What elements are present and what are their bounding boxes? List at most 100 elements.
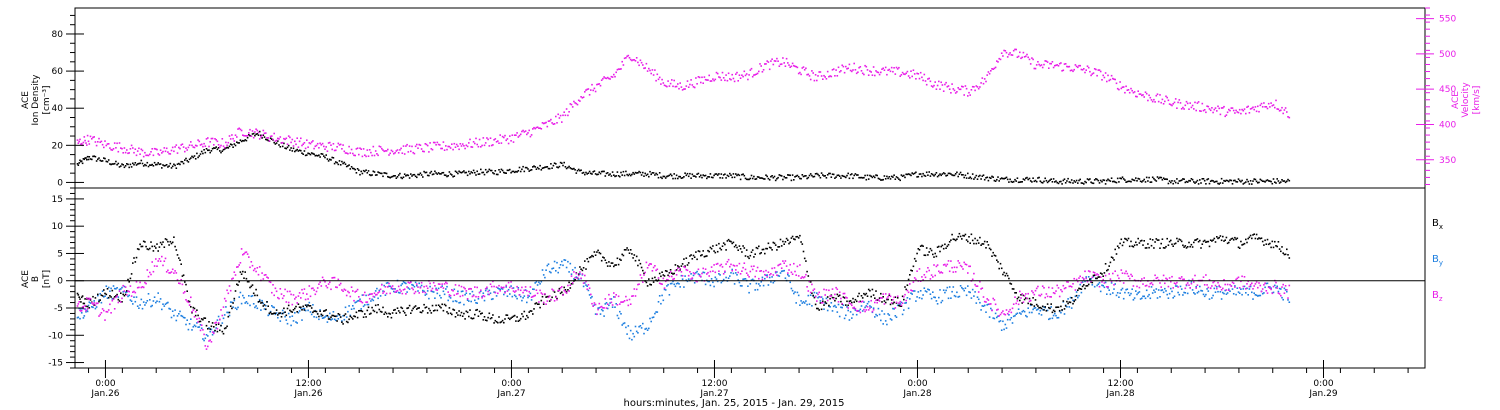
ion-density-point	[585, 171, 587, 174]
ion-density-point	[310, 152, 313, 154]
by-point	[739, 285, 742, 287]
velocity-point	[88, 143, 91, 145]
bz-point	[278, 297, 280, 300]
bz-point	[332, 276, 335, 279]
by-point	[499, 288, 501, 291]
bz-point	[741, 270, 743, 272]
ion-density-point	[574, 169, 576, 171]
velocity-point	[482, 137, 485, 139]
velocity-point	[1212, 111, 1214, 114]
ion-density-point	[281, 145, 284, 148]
by-point	[365, 294, 367, 297]
ion-density-point	[644, 172, 646, 175]
by-point	[260, 309, 262, 311]
bz-point	[979, 280, 981, 283]
velocity-point	[918, 77, 921, 80]
velocity-point	[352, 152, 354, 155]
bx-point	[1141, 239, 1143, 242]
by-point	[546, 264, 549, 267]
bx-point	[753, 256, 755, 258]
velocity-point	[1287, 116, 1289, 118]
bz-point	[849, 303, 852, 305]
ion-density-point	[1038, 176, 1040, 179]
ion-density-point	[935, 172, 938, 174]
bx-point	[569, 287, 572, 289]
bx-point	[304, 304, 307, 306]
by-point	[127, 295, 129, 298]
bz-point	[361, 301, 364, 304]
bz-point	[921, 276, 923, 278]
bz-point	[77, 303, 80, 305]
by-point	[298, 310, 301, 312]
velocity-point	[996, 60, 998, 62]
by-point	[629, 329, 632, 332]
by-point	[1136, 293, 1138, 296]
ion-density-point	[437, 172, 440, 174]
bx-point	[1138, 242, 1141, 244]
by-point	[481, 295, 483, 298]
by-point	[267, 314, 269, 317]
bx-point	[593, 251, 596, 253]
by-point	[993, 317, 996, 320]
velocity-point	[1194, 101, 1196, 104]
velocity-point	[481, 144, 483, 147]
bx-point	[556, 297, 558, 300]
velocity-point	[888, 68, 891, 71]
by-point	[1021, 310, 1023, 313]
velocity-point	[722, 77, 725, 79]
bx-point	[139, 243, 141, 246]
by-point	[1272, 291, 1275, 294]
by-point	[600, 308, 603, 311]
by-point	[190, 318, 192, 320]
ion-density-point	[651, 172, 654, 174]
bx-point	[1050, 303, 1052, 305]
ion-density-point	[958, 173, 961, 175]
bx-point	[747, 255, 749, 258]
bz-point	[1022, 301, 1025, 303]
ion-density-point	[843, 175, 846, 178]
bx-point	[684, 265, 686, 267]
velocity-point	[1048, 67, 1050, 69]
bx-point	[852, 297, 854, 300]
bx-point	[208, 321, 210, 323]
bz-point	[275, 290, 278, 293]
velocity-point	[1263, 102, 1265, 104]
bz-point	[993, 299, 996, 301]
ion-density-point	[480, 168, 482, 171]
bz-point	[772, 274, 775, 276]
bx-point	[1174, 242, 1177, 245]
bx-point	[163, 246, 166, 248]
velocity-point	[738, 74, 741, 76]
by-point	[997, 315, 999, 317]
bx-point	[614, 264, 616, 266]
velocity-point	[669, 82, 672, 85]
velocity-point	[919, 71, 922, 74]
ion-density-point	[779, 174, 782, 177]
ion-density-point	[418, 173, 420, 176]
bz-point	[179, 282, 181, 285]
bz-point	[685, 268, 688, 271]
by-point	[842, 304, 845, 306]
bx-point	[1060, 305, 1062, 308]
bx-point	[899, 305, 901, 307]
ion-density-point	[1104, 183, 1107, 185]
bx-point	[252, 292, 255, 295]
velocity-point	[640, 61, 643, 64]
bx-point	[999, 262, 1002, 265]
bz-point	[203, 333, 205, 336]
velocity-point	[126, 149, 128, 151]
bx-point	[755, 246, 758, 249]
velocity-point	[882, 67, 884, 70]
velocity-point	[1203, 109, 1206, 111]
velocity-point	[979, 86, 981, 88]
ion-density-point	[646, 173, 649, 176]
bx-point	[1154, 241, 1156, 243]
by-point	[741, 285, 743, 287]
velocity-point	[176, 152, 179, 154]
ion-density-point	[860, 176, 863, 179]
bz-point	[633, 288, 636, 290]
by-point	[296, 322, 298, 324]
bx-point	[441, 303, 443, 306]
by-point	[1104, 281, 1107, 284]
ion-density-point	[1084, 180, 1086, 183]
